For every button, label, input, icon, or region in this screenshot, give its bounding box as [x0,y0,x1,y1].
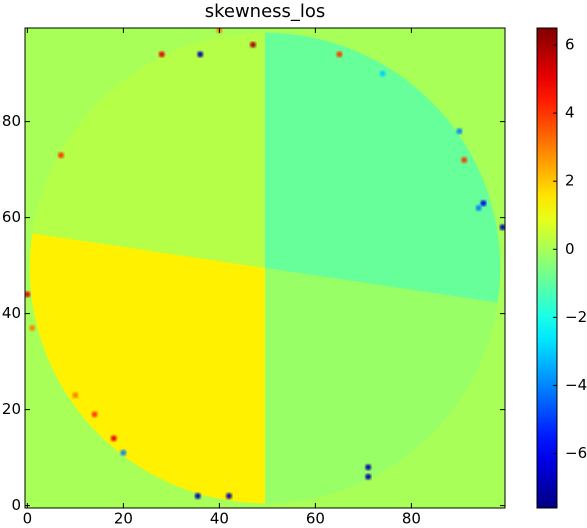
axes-frame [24,27,506,509]
spot [475,205,482,211]
spot [91,411,98,418]
spot [456,128,463,135]
spot [58,152,64,159]
x-tick-label: 0 [23,510,33,525]
x-tick-label: 20 [114,510,133,525]
colorbar-tick-label: 4 [565,104,575,122]
spot [120,449,127,456]
spot [250,41,256,48]
spot [499,224,505,231]
spot [158,51,165,58]
colorbar-tick-label: 6 [565,36,575,54]
spot [336,51,343,58]
y-tick-label: 0 [11,496,21,514]
colorbar-tick-label: −2 [565,308,587,326]
spot [365,473,372,480]
spot [25,291,31,298]
spot [480,200,487,207]
spot [110,435,117,442]
spot [29,325,36,331]
chart-title: skewness_los [205,1,326,22]
x-tick-label: 60 [306,510,325,525]
x-tick-label: 80 [402,510,421,525]
y-tick-label: 40 [2,304,21,322]
spot [379,70,386,77]
spot [72,392,79,399]
x-tick-label: 40 [210,510,229,525]
spot [365,464,372,471]
colorbar-tick-label: 2 [565,172,575,190]
spot [461,157,468,163]
y-tick-label: 60 [2,208,21,226]
spot [197,51,204,58]
spot [226,493,232,499]
colorbar-tick-label: −4 [565,376,587,394]
y-tick-label: 20 [2,400,21,418]
colorbar [536,27,558,509]
colorbar-tick-label: 0 [565,240,575,258]
spot [194,493,201,499]
y-tick-label: 80 [2,112,21,130]
colorbar-tick-label: −6 [565,444,587,462]
